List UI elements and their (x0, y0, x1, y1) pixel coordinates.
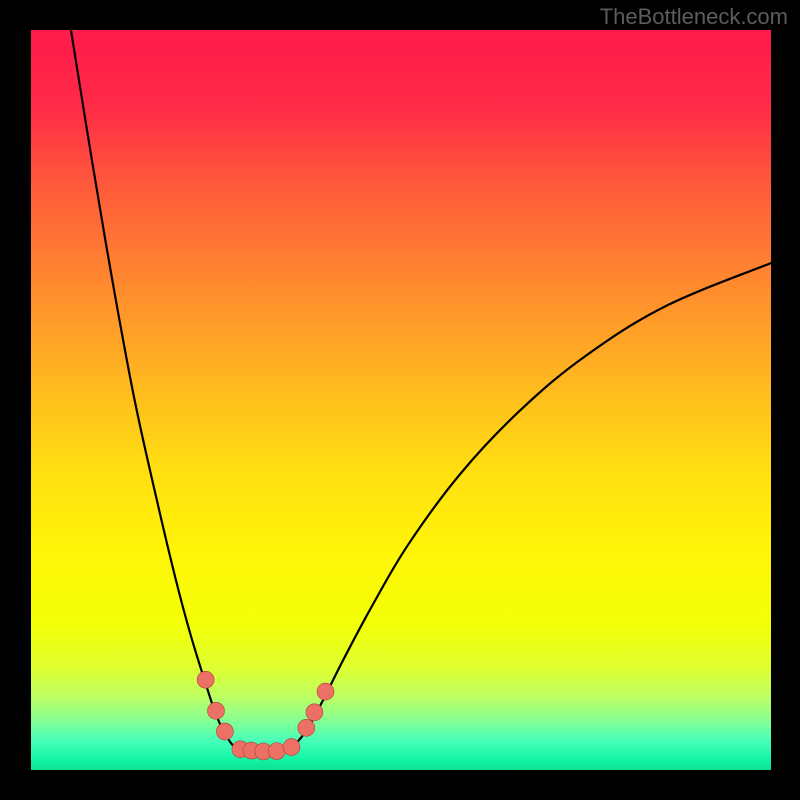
data-marker (208, 702, 225, 719)
data-marker (197, 671, 214, 688)
gradient-background (31, 30, 771, 770)
chart-container: TheBottleneck.com (0, 0, 800, 800)
chart-svg (31, 30, 771, 770)
data-marker (317, 683, 334, 700)
data-marker (298, 719, 315, 736)
data-marker (216, 723, 233, 740)
data-marker (306, 704, 323, 721)
watermark-text: TheBottleneck.com (600, 4, 788, 30)
plot-area (31, 30, 771, 770)
data-marker (268, 743, 285, 760)
data-marker (283, 739, 300, 756)
